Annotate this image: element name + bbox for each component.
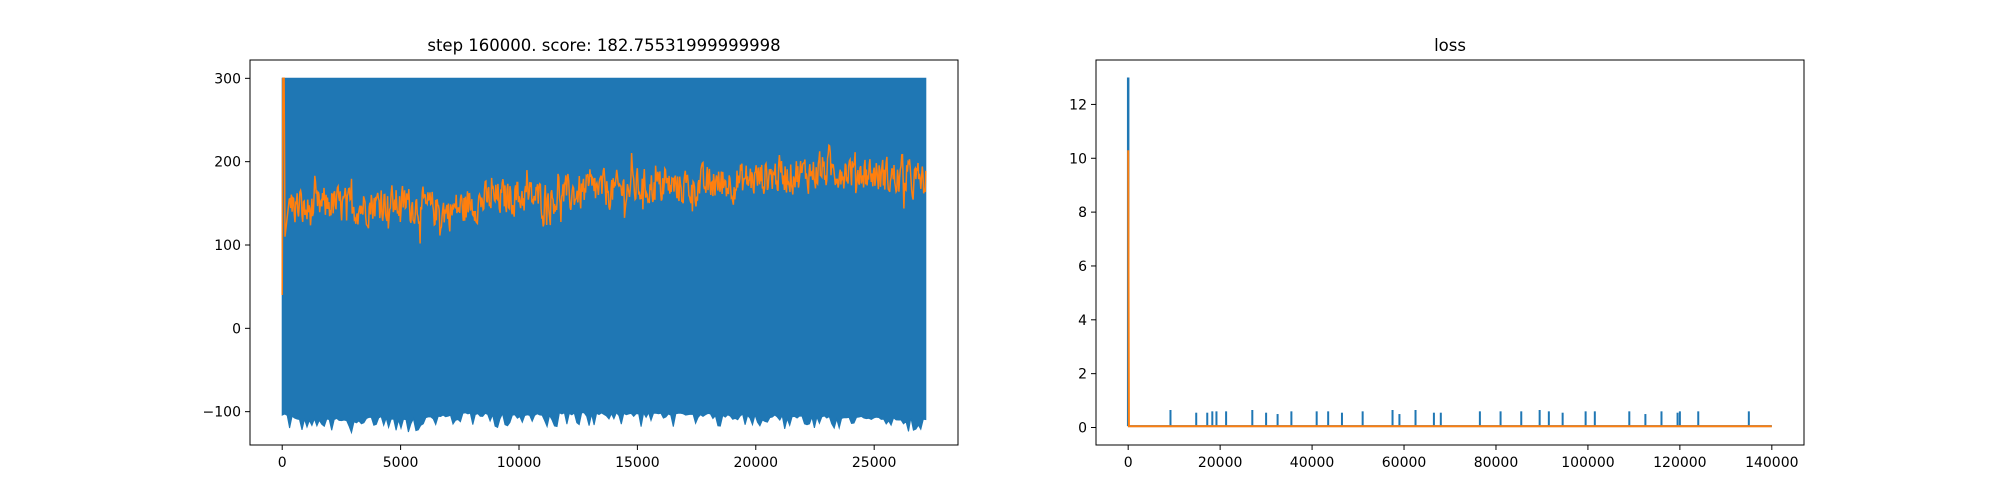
score-y-tick-label: −100 xyxy=(203,405,241,421)
loss-x-tick-label: 80000 xyxy=(1474,455,1519,471)
score-chart: step 160000. score: 182.75531999999998 0… xyxy=(203,36,959,471)
score-chart-title: step 160000. score: 182.75531999999998 xyxy=(427,36,780,55)
score-y-tick-label: 200 xyxy=(214,155,241,171)
loss-y-tick-label: 0 xyxy=(1078,421,1087,437)
score-x-tick-label: 10000 xyxy=(497,455,542,471)
loss-x-tick-label: 20000 xyxy=(1198,455,1243,471)
score-x-tick-label: 5000 xyxy=(383,455,419,471)
loss-series-smoothed xyxy=(1127,150,1772,428)
score-x-tick-label: 0 xyxy=(278,455,287,471)
score-series-average xyxy=(281,77,927,296)
loss-x-tick-label: 0 xyxy=(1124,455,1133,471)
loss-plot-frame xyxy=(1095,59,1805,446)
loss-y-tick-label: 12 xyxy=(1069,97,1087,113)
loss-x-axis: 0 20000 40000 60000 80000 100000 120000 140000 xyxy=(1124,445,1799,471)
loss-y-tick-label: 8 xyxy=(1078,205,1087,221)
loss-x-tick-label: 100000 xyxy=(1561,455,1614,471)
score-y-tick-label: 0 xyxy=(232,321,241,337)
loss-y-tick-label: 10 xyxy=(1069,151,1087,167)
loss-y-tick-label: 6 xyxy=(1078,259,1087,275)
score-y-tick-label: 300 xyxy=(214,71,241,87)
loss-chart: loss 0 20000 40000 60000 80000 100000 120000 14… xyxy=(1069,36,1805,471)
score-series-band xyxy=(281,77,927,435)
score-x-axis: 0 5000 10000 15000 20000 25000 xyxy=(278,445,897,471)
score-x-tick-label: 25000 xyxy=(852,455,897,471)
loss-x-tick-label: 40000 xyxy=(1290,455,1335,471)
score-x-tick-label: 20000 xyxy=(734,455,779,471)
loss-y-axis: 0 2 4 6 8 10 12 xyxy=(1069,97,1096,437)
score-y-tick-label: 100 xyxy=(214,238,241,254)
loss-chart-title: loss xyxy=(1434,36,1466,55)
loss-y-tick-label: 2 xyxy=(1078,367,1087,383)
loss-y-tick-label: 4 xyxy=(1078,313,1087,329)
score-plot-area xyxy=(281,77,927,435)
loss-x-tick-label: 140000 xyxy=(1745,455,1798,471)
loss-x-tick-label: 60000 xyxy=(1382,455,1427,471)
score-plot-frame xyxy=(249,59,959,446)
score-y-axis: −100 0 100 200 300 xyxy=(203,71,250,421)
score-x-tick-label: 15000 xyxy=(615,455,660,471)
loss-x-tick-label: 120000 xyxy=(1653,455,1706,471)
loss-plot-area xyxy=(1126,77,1772,428)
